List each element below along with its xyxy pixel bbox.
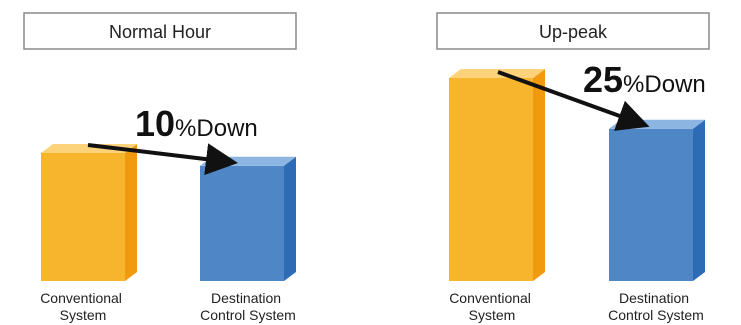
- bar-front: [609, 128, 693, 281]
- panel-up-peak: Up-peak Conventional System Destination …: [436, 12, 710, 323]
- reduction-number: 25: [583, 59, 623, 100]
- category-label: Conventional System: [40, 290, 126, 323]
- reduction-arrow: [87, 143, 238, 176]
- reduction-unit: %Down: [623, 71, 706, 98]
- bar-0: [449, 69, 545, 281]
- category-label: Conventional System: [449, 290, 535, 323]
- bar-side: [693, 119, 705, 281]
- reduction-label: 25%Down: [583, 59, 706, 100]
- bar-front: [200, 165, 284, 281]
- bar-front: [449, 78, 533, 281]
- reduction-arrow: [497, 70, 650, 131]
- bar-side: [125, 144, 137, 281]
- bar-1: [200, 156, 296, 281]
- bar-top: [609, 119, 705, 129]
- bar-top: [449, 69, 545, 78]
- category-label: Destination Control System: [200, 290, 296, 323]
- bar-0: [41, 144, 137, 281]
- bars-group: [449, 69, 705, 281]
- panel-title: Up-peak: [539, 22, 608, 42]
- bars-group: [41, 144, 296, 281]
- bar-side: [533, 69, 545, 281]
- panel-title-box: [23, 12, 297, 50]
- panel-title: Normal Hour: [109, 22, 211, 42]
- reduction-unit: %Down: [175, 115, 258, 142]
- bar-front: [41, 153, 125, 281]
- reduction-label: 10%Down: [135, 103, 258, 144]
- bar-1: [609, 119, 705, 281]
- panel-normal-hour: Normal Hour Conventional System Destinat…: [23, 12, 297, 323]
- bar-side: [284, 156, 296, 281]
- panel-title-box: [436, 12, 710, 50]
- reduction-number: 10: [135, 103, 175, 144]
- category-label: Destination Control System: [608, 290, 704, 323]
